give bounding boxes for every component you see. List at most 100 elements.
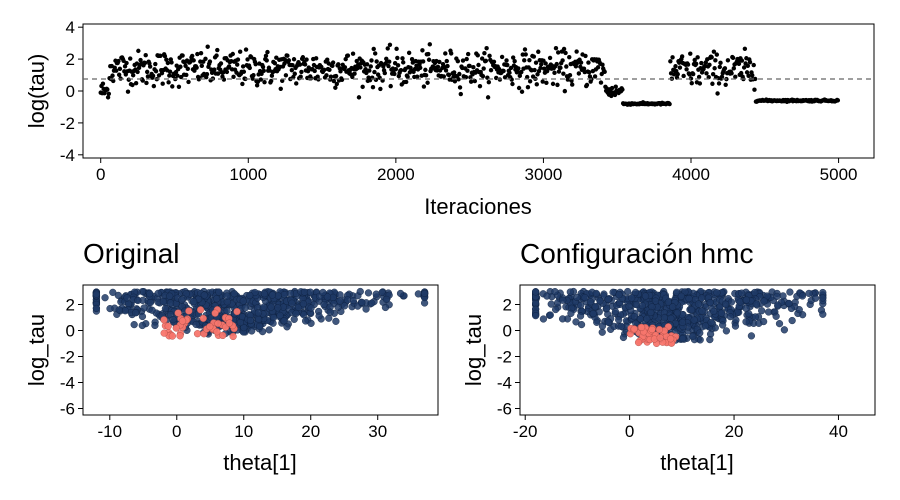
trace-point (153, 68, 159, 74)
trace-point (150, 73, 156, 79)
scatter-point (255, 315, 263, 323)
scatter-point (178, 296, 186, 304)
trace-point (245, 57, 250, 62)
scatter-point (742, 318, 750, 326)
trace-point (456, 77, 461, 82)
trace-point (583, 53, 588, 59)
trace-point (374, 59, 379, 64)
trace-point (578, 60, 584, 65)
trace-point (714, 52, 720, 57)
scatter-point (248, 327, 256, 335)
trace-point (110, 73, 115, 78)
scatter-point (154, 289, 162, 297)
x-tick-label: -10 (98, 422, 123, 441)
scatter-point (332, 317, 340, 325)
trace-point (198, 50, 204, 56)
trace-point (230, 51, 235, 57)
y-tick-label: -2 (60, 114, 75, 133)
trace-point (523, 52, 528, 57)
y-tick-label: 0 (66, 322, 75, 341)
trace-point (458, 91, 463, 97)
scatter-point (592, 289, 600, 298)
y-axis-title: log(tau) (24, 54, 49, 129)
scatter-point (336, 291, 344, 299)
scatter-point (115, 306, 123, 314)
trace-point (753, 76, 758, 82)
scatter-point (660, 314, 669, 322)
trace-point (491, 59, 497, 65)
scatter-point (747, 332, 756, 340)
scatter-point (336, 297, 344, 305)
trace-point (291, 74, 296, 80)
trace-point (263, 53, 269, 59)
trace-point (532, 67, 537, 73)
trace-point (747, 59, 753, 65)
trace-point (322, 67, 327, 73)
scatter-point (788, 316, 796, 325)
highlight-point (193, 330, 202, 338)
highlight-point (655, 325, 663, 334)
scatter-point (636, 315, 644, 323)
trace-point (427, 42, 433, 47)
trace-point (128, 56, 133, 61)
trace-point (186, 79, 191, 85)
y-axis-ticks: -4 -2 0 2 4 (60, 18, 83, 165)
scatter-point (148, 306, 156, 314)
trace-point (741, 65, 747, 70)
highlight-point (168, 332, 176, 340)
scatter-point (269, 314, 278, 322)
trace-point (415, 74, 420, 79)
trace-point (534, 82, 539, 87)
trace-point (488, 67, 494, 73)
scatter-point (306, 288, 315, 296)
trace-point (723, 82, 728, 87)
trace-point (136, 48, 141, 54)
trace-point (485, 95, 491, 100)
trace-point (268, 78, 274, 84)
trace-point (147, 64, 153, 69)
trace-point (125, 89, 131, 94)
trace-point (243, 47, 249, 52)
trace-point (484, 46, 489, 51)
scatter-point (552, 305, 560, 314)
trace-point (556, 69, 562, 74)
trace-point (719, 74, 725, 79)
trace-point (241, 69, 247, 74)
x-tick-label: 0 (625, 422, 634, 441)
scatter-point (694, 300, 703, 308)
trace-point (226, 64, 232, 69)
scatter-point (260, 290, 268, 298)
trace-point (386, 63, 391, 69)
scatter-point (246, 291, 254, 300)
scatter-point (811, 294, 820, 302)
trace-point (750, 73, 755, 78)
trace-point (446, 72, 452, 78)
trace-point (697, 81, 703, 86)
trace-point (420, 48, 425, 53)
trace-point (304, 57, 309, 62)
scatter-point (274, 304, 282, 312)
trace-point (204, 72, 210, 77)
y-tick-label: 0 (503, 322, 512, 341)
scatter-point (673, 288, 681, 296)
x-tick-label: 40 (829, 422, 848, 441)
trace-point (504, 58, 509, 63)
x-axis-ticks: -10 0 10 20 30 (98, 415, 387, 441)
scatter-point (213, 295, 221, 303)
highlight-point (199, 314, 207, 322)
scatter-point (773, 292, 781, 300)
highlight-point (179, 317, 187, 325)
scatter-point (159, 297, 167, 306)
scatter-point (320, 300, 328, 309)
scatter-point (615, 316, 623, 324)
scatter-point (276, 311, 284, 320)
trace-point (258, 77, 264, 82)
trace-point (668, 59, 673, 64)
trace-point (586, 70, 592, 75)
scatter-point (706, 336, 714, 344)
trace-point (561, 46, 567, 52)
trace-point (543, 61, 548, 66)
trace-point (138, 57, 143, 63)
trace-point (282, 61, 287, 66)
scatter-point (121, 307, 129, 315)
